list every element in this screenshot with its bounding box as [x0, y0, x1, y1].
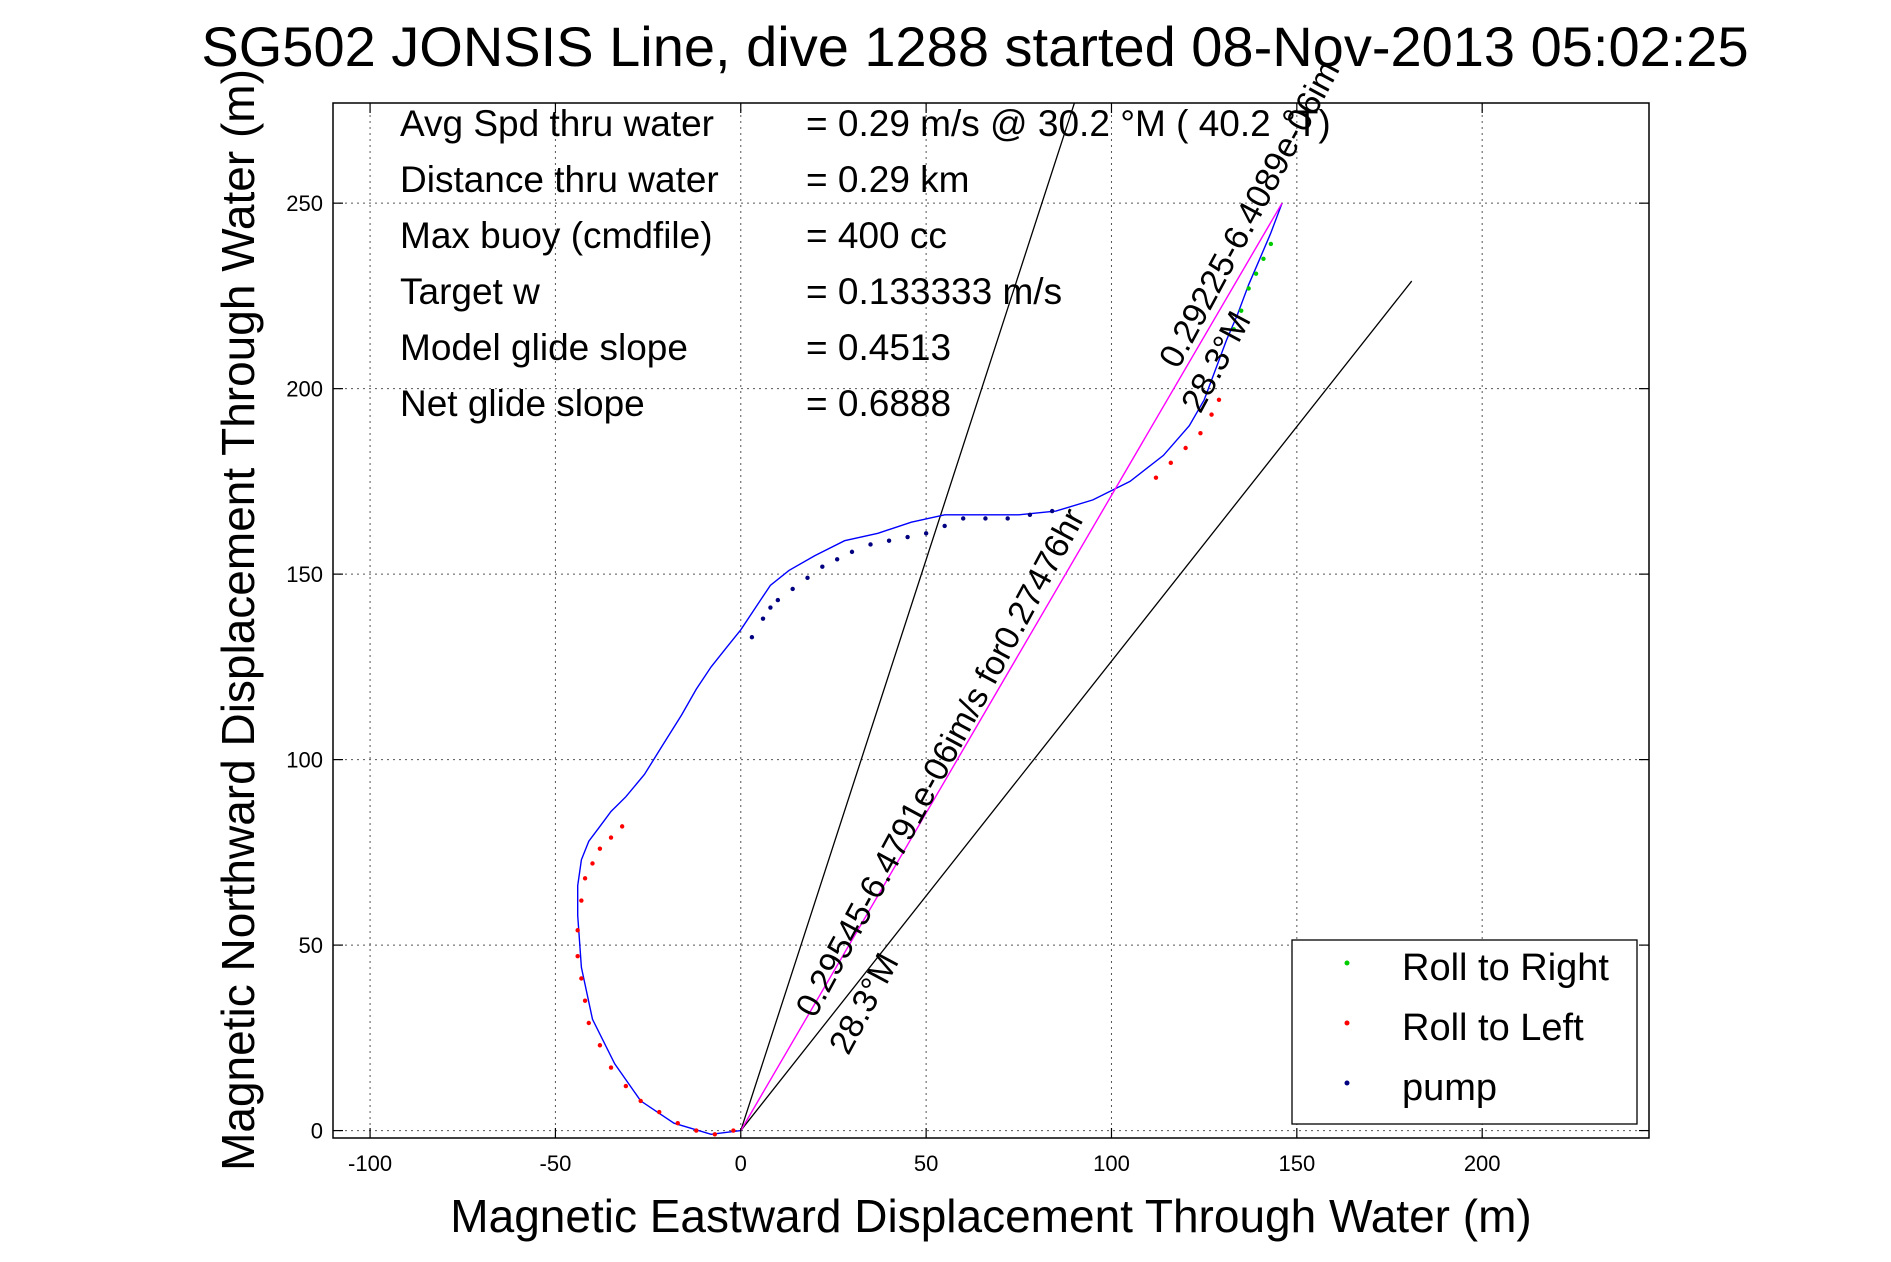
- roll-to-right-point: [1239, 308, 1244, 313]
- track-line: [577, 202, 1283, 1136]
- x-tick-label: -50: [540, 1151, 572, 1176]
- y-tick-label: 150: [286, 562, 323, 587]
- roll-to-right-point: [1231, 327, 1237, 332]
- roll-to-left-point: [623, 1083, 629, 1089]
- x-tick-label: 100: [1093, 1151, 1130, 1176]
- stat-value: = 0.4513: [806, 327, 951, 368]
- roll-to-right-point: [1253, 271, 1259, 276]
- pump-point: [923, 531, 929, 536]
- stat-value: = 0.133333 m/s: [806, 271, 1062, 312]
- legend-marker: [1344, 1080, 1350, 1086]
- legend-label: Roll to Right: [1402, 947, 1609, 989]
- stat-label: Target w: [400, 271, 540, 312]
- roll-to-left-point: [579, 976, 584, 981]
- roll-to-left-point: [1216, 397, 1222, 402]
- roll-to-left-point: [1209, 412, 1214, 417]
- reference-line: [740, 102, 1076, 1131]
- x-axis-label: Magnetic Eastward Displacement Through W…: [450, 1190, 1531, 1242]
- y-axis-label: Magnetic Northward Displacement Through …: [212, 69, 264, 1171]
- axis-ticks: -100 -50 0 50 100 150 200 0 50 100 150 200 250: [286, 103, 1649, 1176]
- x-tick-label: -100: [348, 1151, 392, 1176]
- pump-point: [983, 516, 988, 521]
- pump-point: [820, 564, 825, 569]
- pump-point: [760, 616, 766, 621]
- roll-to-right-point: [1261, 256, 1266, 262]
- pump-point: [1049, 508, 1055, 514]
- stat-value: = 0.29 km: [806, 159, 970, 200]
- roll-to-left-point: [712, 1132, 718, 1137]
- roll-to-left-point: [1183, 445, 1188, 451]
- roll-to-left-point: [694, 1128, 699, 1133]
- roll-to-left-point: [638, 1098, 643, 1104]
- y-tick-label: 50: [299, 933, 323, 958]
- stat-label: Max buoy (cmdfile): [400, 215, 713, 256]
- roll-to-left-point: [597, 846, 603, 851]
- roll-to-left-point: [1198, 430, 1203, 436]
- legend-label: pump: [1402, 1067, 1497, 1109]
- pump-point: [942, 523, 947, 529]
- roll-to-left-point: [579, 898, 584, 903]
- stat-value: = 400 cc: [806, 215, 947, 256]
- stat-value: = 0.29 m/s @ 30.2 °M ( 40.2 °T): [806, 103, 1331, 144]
- roll-to-left-point: [1168, 460, 1173, 466]
- roll-to-left-point: [590, 861, 595, 866]
- roll-to-left-point: [675, 1120, 680, 1126]
- roll-to-left-point: [731, 1128, 736, 1133]
- roll-to-left-point: [657, 1109, 662, 1115]
- x-tick-label: 50: [914, 1151, 938, 1176]
- pump-point: [790, 586, 795, 592]
- y-tick-label: 100: [286, 748, 323, 773]
- pump-point: [1005, 516, 1010, 521]
- stat-label: Model glide slope: [400, 327, 688, 368]
- stat-label: Net glide slope: [400, 383, 645, 424]
- grid-lines: [333, 103, 1649, 1138]
- roll-to-left-point: [582, 998, 588, 1003]
- pump-point: [749, 634, 755, 640]
- x-tick-label: 0: [735, 1151, 747, 1176]
- roll-to-left-point: [575, 928, 580, 933]
- legend: Roll to Right Roll to Left pump: [1291, 939, 1638, 1125]
- roll-to-left-point: [619, 824, 625, 829]
- stat-label: Avg Spd thru water: [400, 103, 714, 144]
- roll-to-right-point: [1268, 241, 1274, 247]
- reference-lines: [740, 102, 1413, 1131]
- legend-box: [1291, 939, 1638, 1125]
- y-tick-label: 200: [286, 377, 323, 402]
- pump-point: [886, 538, 892, 543]
- roll-to-left-point: [608, 835, 614, 840]
- pump-point: [849, 549, 855, 555]
- roll-to-left-point: [582, 876, 588, 881]
- series-layer: [575, 202, 1283, 1137]
- pump-point: [960, 516, 966, 521]
- roll-to-left-point: [597, 1043, 603, 1048]
- stat-label: Distance thru water: [400, 159, 719, 200]
- roll-to-left-point: [575, 954, 580, 959]
- net-track-line: [740, 202, 1283, 1131]
- pump-point: [868, 542, 873, 547]
- x-tick-label: 200: [1464, 1151, 1501, 1176]
- legend-label: Roll to Left: [1402, 1007, 1584, 1049]
- roll-to-left-point: [608, 1065, 614, 1070]
- pump-point: [805, 575, 810, 581]
- legend-marker: [1344, 1020, 1350, 1026]
- pump-point: [834, 557, 840, 562]
- y-tick-label: 0: [311, 1119, 323, 1144]
- chart-title: SG502 JONSIS Line, dive 1288 started 08-…: [201, 15, 1748, 78]
- roll-to-left-point: [586, 1020, 591, 1026]
- stat-value: = 0.6888: [806, 383, 951, 424]
- pump-point: [1027, 512, 1033, 517]
- stats-block: Avg Spd thru water = 0.29 m/s @ 30.2 °M (…: [400, 103, 1331, 424]
- reference-line: [740, 280, 1413, 1131]
- pump-point: [905, 534, 910, 540]
- pump-point: [768, 605, 773, 610]
- roll-to-left-point: [1153, 475, 1159, 480]
- roll-to-right-point: [1246, 286, 1251, 291]
- legend-marker: [1344, 960, 1350, 966]
- y-tick-label: 250: [286, 191, 323, 216]
- pump-point: [775, 597, 781, 603]
- x-tick-label: 150: [1278, 1151, 1315, 1176]
